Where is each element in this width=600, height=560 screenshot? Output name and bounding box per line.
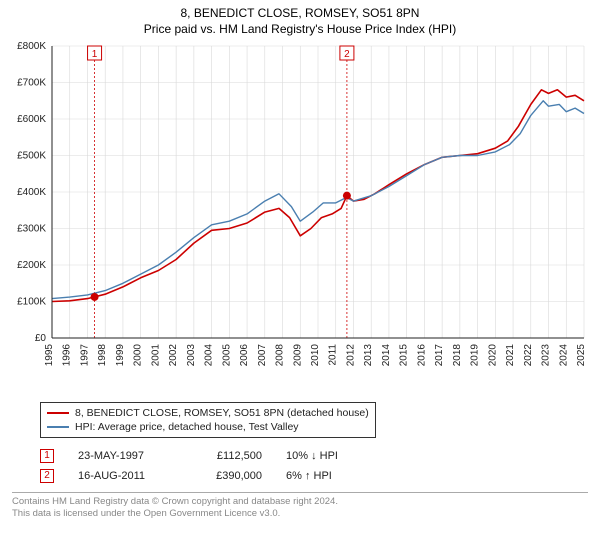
svg-text:2004: 2004 [204,344,215,367]
svg-text:2022: 2022 [523,344,534,367]
marker-badge: 2 [40,469,54,483]
sale-price: £112,500 [192,446,262,466]
footer: Contains HM Land Registry data © Crown c… [12,492,588,520]
svg-text:£500K: £500K [17,151,46,162]
footer-line: This data is licensed under the Open Gov… [12,508,588,520]
svg-text:1995: 1995 [44,344,55,367]
svg-text:2014: 2014 [381,344,392,367]
svg-text:2007: 2007 [257,344,268,367]
svg-text:2020: 2020 [487,344,498,367]
svg-text:2018: 2018 [452,344,463,367]
sale-delta: 6% ↑ HPI [286,466,356,486]
svg-text:1: 1 [92,49,98,60]
svg-text:£100K: £100K [17,297,46,308]
legend-swatch [47,426,69,428]
table-row: 2 16-AUG-2011 £390,000 6% ↑ HPI [40,466,572,486]
svg-text:1997: 1997 [79,344,90,367]
sales-table: 1 23-MAY-1997 £112,500 10% ↓ HPI 2 16-AU… [40,446,572,486]
sale-delta: 10% ↓ HPI [286,446,356,466]
svg-text:£300K: £300K [17,224,46,235]
svg-text:£200K: £200K [17,260,46,271]
legend-item: HPI: Average price, detached house, Test… [47,420,369,434]
svg-text:2023: 2023 [541,344,552,367]
svg-text:2011: 2011 [328,344,339,366]
svg-text:2006: 2006 [239,344,250,367]
svg-text:2: 2 [344,49,350,60]
title-block: 8, BENEDICT CLOSE, ROMSEY, SO51 8PN Pric… [0,0,600,38]
title-subtitle: Price paid vs. HM Land Registry's House … [0,22,600,36]
svg-text:2008: 2008 [275,344,286,367]
svg-text:2012: 2012 [345,344,356,367]
sale-date: 16-AUG-2011 [78,466,168,486]
legend-item: 8, BENEDICT CLOSE, ROMSEY, SO51 8PN (det… [47,406,369,420]
svg-text:2021: 2021 [505,344,516,367]
svg-text:2002: 2002 [168,344,179,367]
svg-text:£700K: £700K [17,78,46,89]
svg-text:2009: 2009 [292,344,303,367]
svg-text:2025: 2025 [576,344,587,367]
legend: 8, BENEDICT CLOSE, ROMSEY, SO51 8PN (det… [40,402,376,438]
footer-line: Contains HM Land Registry data © Crown c… [12,496,588,508]
svg-text:2016: 2016 [416,344,427,367]
svg-text:2001: 2001 [150,344,161,367]
marker-badge: 1 [40,449,54,463]
svg-text:2015: 2015 [399,344,410,367]
svg-text:2024: 2024 [558,344,569,367]
chart-container: £0 £100K £200K £300K £400K £500K £600K £700K £80… [0,38,600,398]
svg-text:1996: 1996 [62,344,73,367]
svg-text:£800K: £800K [17,41,46,52]
svg-text:2005: 2005 [221,344,232,367]
svg-text:2013: 2013 [363,344,374,367]
svg-text:2017: 2017 [434,344,445,367]
svg-text:£400K: £400K [17,187,46,198]
svg-text:1998: 1998 [97,344,108,367]
svg-text:£600K: £600K [17,114,46,125]
svg-text:£0: £0 [35,333,47,344]
svg-text:2019: 2019 [470,344,481,367]
svg-text:2003: 2003 [186,344,197,367]
sale-date: 23-MAY-1997 [78,446,168,466]
legend-swatch [47,412,69,414]
table-row: 1 23-MAY-1997 £112,500 10% ↓ HPI [40,446,572,466]
legend-label: HPI: Average price, detached house, Test… [75,420,299,434]
legend-label: 8, BENEDICT CLOSE, ROMSEY, SO51 8PN (det… [75,406,369,420]
title-address: 8, BENEDICT CLOSE, ROMSEY, SO51 8PN [0,6,600,20]
svg-text:1999: 1999 [115,344,126,367]
line-chart: £0 £100K £200K £300K £400K £500K £600K £700K £80… [0,38,600,398]
svg-text:2010: 2010 [310,344,321,367]
svg-text:2000: 2000 [133,344,144,367]
sale-price: £390,000 [192,466,262,486]
